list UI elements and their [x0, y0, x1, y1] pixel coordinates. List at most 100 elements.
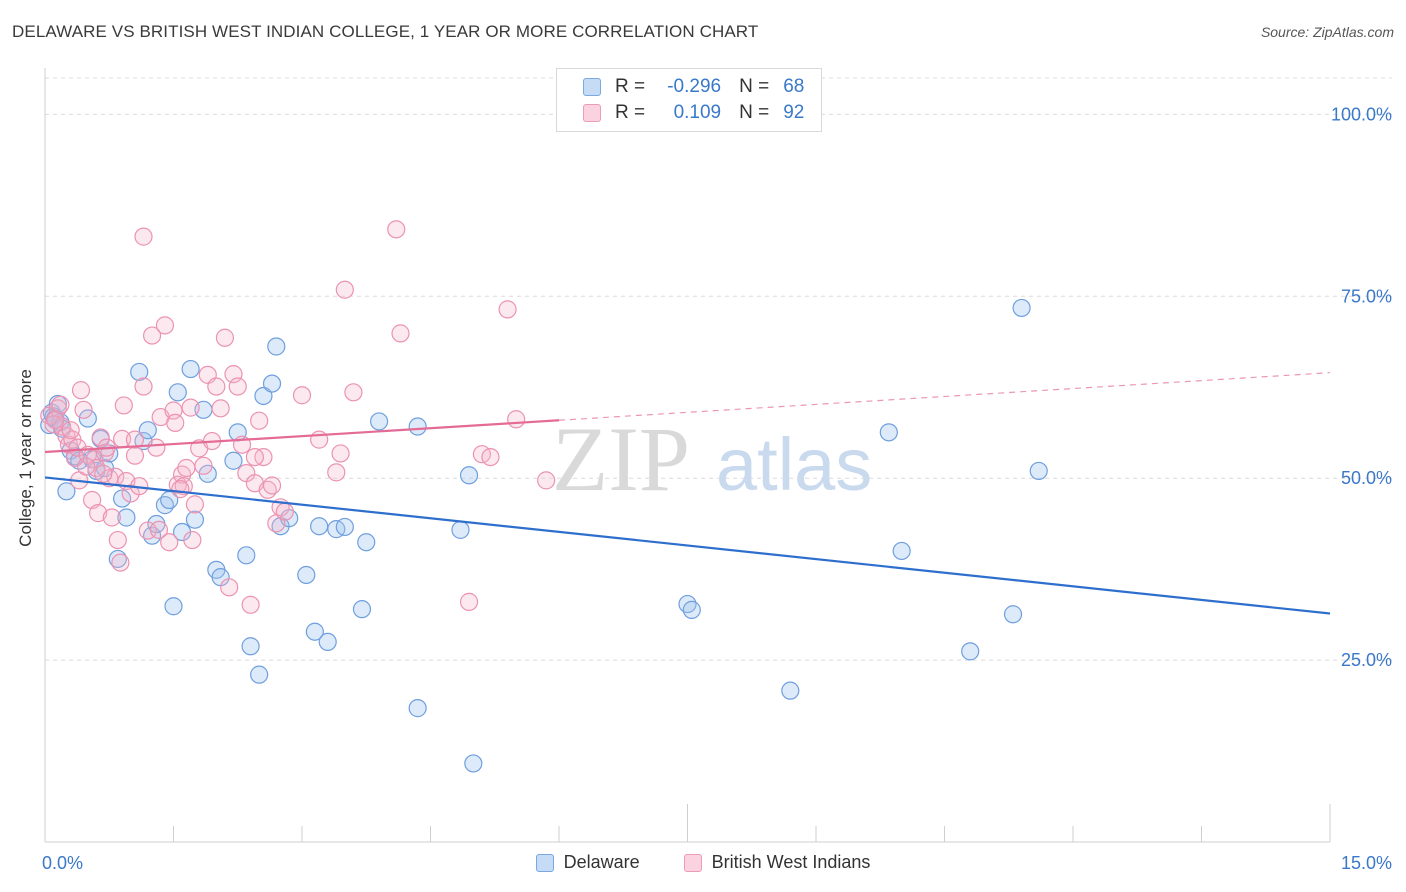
delaware-point: [250, 665, 269, 684]
x-tick-label: 0.0%: [42, 853, 83, 873]
delaware-trend-line: [44, 476, 1331, 615]
legend-row-bwi: R = 0.109 N = 92: [583, 100, 804, 126]
bwi-point: [94, 464, 113, 483]
bwi-point: [177, 458, 196, 478]
bwi-point: [166, 413, 185, 432]
bwi-swatch: [683, 853, 702, 872]
bwi-point: [335, 280, 354, 299]
delaware-point: [682, 600, 701, 619]
delaware-point: [408, 417, 427, 436]
delaware-point: [1012, 298, 1031, 318]
bwi-point: [327, 463, 346, 482]
n-value: 92: [783, 102, 805, 123]
delaware-point: [357, 533, 376, 552]
delaware-point: [459, 466, 479, 485]
delaware-point: [267, 337, 286, 356]
delaware-point: [892, 541, 911, 561]
r-value: 0.109: [673, 102, 722, 123]
bwi-point: [125, 430, 145, 449]
bwi-point: [155, 316, 175, 335]
bwi-point: [245, 447, 264, 467]
bwi-point: [149, 520, 169, 539]
delaware-swatch: [535, 853, 554, 872]
bwi-trend-line: [44, 419, 560, 454]
stats-legend: R = -0.296 N = 68 R = 0.109 N = 92: [556, 68, 822, 132]
delaware-point: [408, 699, 427, 718]
delaware-point: [164, 597, 183, 616]
delaware-point: [879, 423, 898, 442]
y-axis-label: College, 1 year or more: [16, 369, 35, 547]
y-tick-label: 75.0%: [1341, 286, 1392, 306]
legend-item-bwi[interactable]: British West Indians: [683, 852, 870, 873]
delaware-point: [335, 517, 354, 537]
bwi-point: [220, 578, 239, 597]
delaware-swatch: [583, 78, 601, 96]
bwi-point: [215, 328, 234, 347]
delaware-point: [181, 359, 200, 379]
bwi-point: [331, 444, 350, 463]
bwi-point: [125, 446, 145, 465]
r-value: -0.296: [667, 76, 722, 97]
bwi-point: [481, 447, 500, 467]
y-tick-label: 50.0%: [1341, 468, 1392, 488]
data-points: [40, 220, 1048, 773]
delaware-point: [1003, 605, 1023, 624]
delaware-point: [185, 510, 205, 529]
axes: [44, 68, 1331, 843]
bwi-point: [250, 411, 269, 430]
bwi-point: [344, 383, 363, 402]
n-label: N =: [739, 102, 770, 123]
n-value: 68: [783, 76, 805, 97]
bwi-point: [498, 300, 517, 319]
delaware-point: [262, 374, 282, 393]
y-tick-label: 25.0%: [1341, 650, 1392, 670]
delaware-point: [451, 520, 470, 539]
bwi-point: [507, 410, 526, 429]
chart-title: DELAWARE VS BRITISH WEST INDIAN COLLEGE,…: [12, 22, 759, 41]
y-tick-label: 100.0%: [1331, 104, 1392, 124]
legend-row-delaware: R = -0.296 N = 68: [583, 74, 804, 100]
bwi-point: [61, 421, 80, 440]
delaware-point: [781, 681, 800, 700]
delaware-point: [241, 637, 260, 656]
delaware-point: [1029, 461, 1048, 481]
bwi-swatch: [583, 104, 601, 122]
bwi-point: [174, 477, 193, 496]
delaware-point: [310, 517, 329, 536]
delaware-point: [464, 754, 483, 773]
x-tick-label: 15.0%: [1341, 853, 1392, 873]
delaware-point: [57, 482, 76, 501]
delaware-point: [305, 622, 324, 641]
bwi-point: [228, 377, 247, 396]
watermark-zip-text: ZIP: [552, 408, 690, 510]
bwi-point: [241, 595, 260, 614]
delaware-point: [254, 386, 273, 406]
bwi-points: [40, 220, 556, 614]
source-credit: Source: ZipAtlas.com: [1260, 24, 1394, 40]
bwi-point: [77, 457, 96, 476]
legend-item-delaware[interactable]: Delaware: [535, 852, 640, 873]
delaware-point: [237, 546, 256, 565]
delaware-point: [138, 421, 157, 440]
bwi-point: [275, 502, 294, 521]
trend-lines: [44, 372, 1331, 615]
delaware-point: [78, 409, 97, 428]
tick-labels: 25.0% 50.0% 75.0% 100.0% 0.0% 15.0%: [42, 104, 1392, 873]
bwi-point: [108, 530, 127, 550]
bwi-point: [142, 326, 162, 345]
bwi-point: [74, 400, 93, 419]
bwi-point: [181, 398, 200, 417]
bwi-point: [171, 480, 190, 499]
delaware-point: [168, 383, 187, 402]
series-legend: Delaware British West Indians: [0, 852, 1406, 873]
delaware-point: [130, 362, 149, 382]
watermark-atlas-text: atlas: [716, 423, 872, 506]
bwi-point: [194, 456, 213, 475]
delaware-point: [297, 565, 316, 585]
bwi-point: [102, 508, 121, 527]
grid-lines: [45, 77, 1392, 661]
delaware-point: [318, 632, 337, 652]
bwi-point: [51, 395, 70, 414]
bwi-point: [387, 220, 406, 239]
